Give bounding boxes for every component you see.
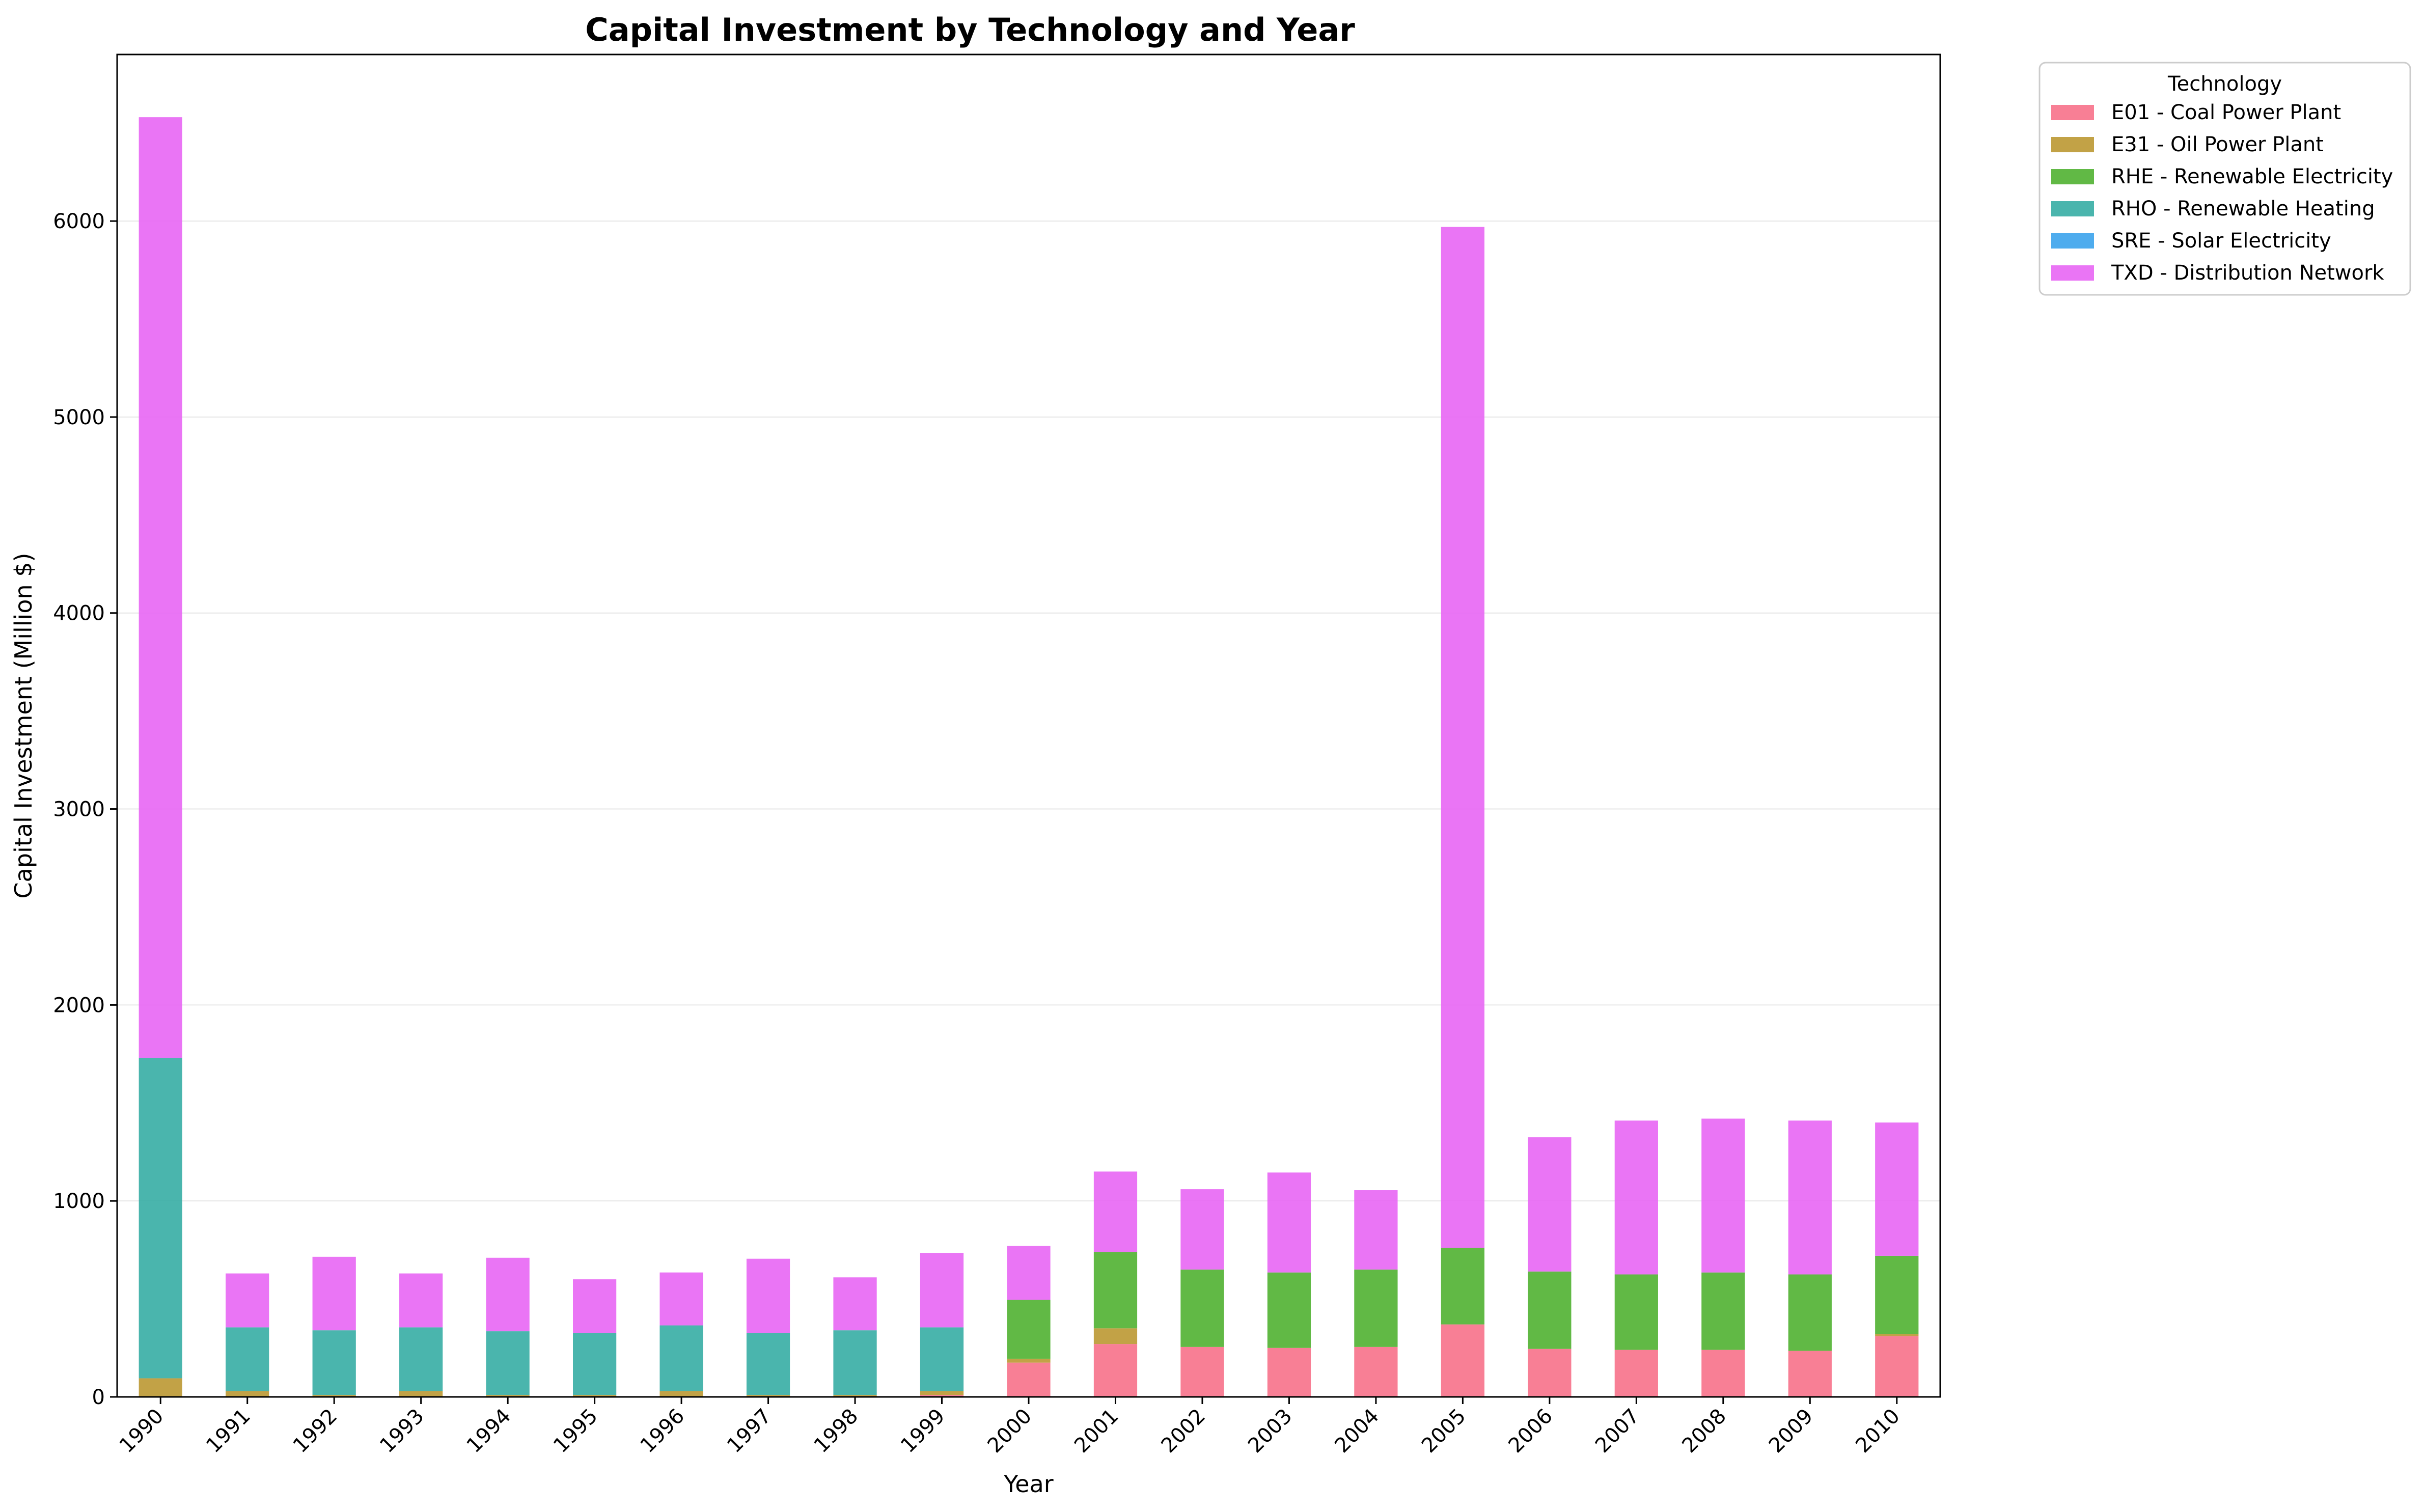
legend-swatch	[2051, 265, 2094, 281]
bar-segment	[1788, 1120, 1832, 1275]
bar-segment	[746, 1333, 790, 1395]
bar-segment	[920, 1253, 964, 1328]
y-tick-label: 5000	[53, 406, 105, 429]
bar-segment	[1875, 1334, 1919, 1336]
bar-segment	[1354, 1346, 1398, 1397]
bar-segment	[1441, 1248, 1484, 1325]
bar-segment	[1701, 1350, 1745, 1397]
bar-segment	[573, 1395, 617, 1397]
bar-segment	[920, 1391, 964, 1395]
legend-swatch	[2051, 233, 2094, 249]
bar-segment	[226, 1391, 269, 1397]
legend-swatch	[2051, 169, 2094, 184]
y-axis: 0 1000 2000 3000 4000 5000 6000	[53, 210, 117, 1409]
bar-segment	[659, 1391, 703, 1397]
y-tick-label: 4000	[53, 602, 105, 625]
bar-segment	[920, 1395, 964, 1397]
legend-swatch	[2051, 137, 2094, 152]
bar-segment	[746, 1395, 790, 1397]
bar-segment	[1180, 1346, 1224, 1397]
legend-label: E01 - Coal Power Plant	[2111, 101, 2341, 124]
y-tick-label: 2000	[53, 994, 105, 1017]
y-axis-label: Capital Investment (Million $)	[10, 553, 37, 899]
bar-segment	[1701, 1118, 1745, 1273]
y-tick-label: 3000	[53, 798, 105, 821]
bar-segment	[1875, 1122, 1919, 1256]
bar-segment	[1354, 1269, 1398, 1347]
bar-segment	[659, 1272, 703, 1326]
bar-segment	[139, 117, 182, 1058]
bar-segment	[1788, 1351, 1832, 1397]
bar-segment	[833, 1395, 877, 1397]
bar-segment	[399, 1327, 443, 1391]
bar-segment	[573, 1333, 617, 1395]
bar-segment	[1007, 1358, 1051, 1363]
bar-segment	[833, 1277, 877, 1331]
bar-segment	[746, 1258, 790, 1333]
legend-title: Technology	[2167, 72, 2282, 96]
bar-segment	[312, 1330, 356, 1395]
legend-label: RHE - Renewable Electricity	[2111, 165, 2393, 188]
bar-segment	[1875, 1255, 1919, 1334]
legend-swatch	[2051, 105, 2094, 120]
legend-label: SRE - Solar Electricity	[2111, 229, 2331, 253]
bar-segment	[1614, 1350, 1658, 1397]
bar-segment	[486, 1257, 530, 1332]
bar-segment	[1267, 1172, 1311, 1273]
bar-segment	[1701, 1272, 1745, 1350]
bar-segment	[573, 1279, 617, 1333]
bar-segment	[1093, 1171, 1138, 1252]
bar-segment	[1093, 1328, 1138, 1344]
bar-segment	[1093, 1252, 1138, 1329]
bar-segment	[226, 1273, 269, 1328]
legend-label: TXD - Distribution Network	[2111, 261, 2384, 285]
legend-label: E31 - Oil Power Plant	[2111, 133, 2324, 156]
bar-segment	[486, 1395, 530, 1397]
bar-segment	[486, 1331, 530, 1395]
bar-segment	[1180, 1189, 1224, 1270]
bar-segment	[226, 1327, 269, 1391]
bar-segment	[1441, 1324, 1484, 1397]
bar-segment	[312, 1256, 356, 1331]
bar-segment	[1007, 1246, 1051, 1300]
bar-segment	[1007, 1362, 1051, 1397]
y-tick-label: 6000	[53, 210, 105, 233]
bar-segment	[1614, 1274, 1658, 1350]
bar-segment	[920, 1327, 964, 1391]
bar-segment	[1788, 1274, 1832, 1351]
bar-segment	[1528, 1137, 1572, 1272]
y-tick-label: 1000	[53, 1190, 105, 1213]
bar-segment	[312, 1395, 356, 1397]
bar-segment	[1354, 1190, 1398, 1270]
bar-segment	[1267, 1272, 1311, 1348]
bar-segment	[1441, 227, 1484, 1248]
bar-segment	[1614, 1120, 1658, 1275]
bar-segment	[1875, 1336, 1919, 1397]
x-axis-label: Year	[1003, 1470, 1053, 1498]
bar-segment	[1528, 1271, 1572, 1349]
y-tick-label: 0	[92, 1386, 105, 1409]
bars	[139, 117, 1919, 1397]
bar-segment	[1180, 1269, 1224, 1347]
bar-segment	[1528, 1349, 1572, 1397]
chart-title: Capital Investment by Technology and Yea…	[585, 11, 1355, 48]
bar-segment	[139, 1378, 182, 1397]
bar-segment	[139, 1058, 182, 1379]
legend-swatch	[2051, 201, 2094, 216]
bar-segment	[659, 1325, 703, 1391]
bar-segment	[1007, 1300, 1051, 1359]
legend-items: E01 - Coal Power Plant E31 - Oil Power Pl…	[2051, 101, 2393, 285]
legend-label: RHO - Renewable Heating	[2111, 197, 2375, 221]
bar-segment	[833, 1330, 877, 1395]
bar-segment	[1093, 1344, 1138, 1397]
bar-segment	[1267, 1348, 1311, 1397]
bar-segment	[399, 1273, 443, 1328]
legend-box	[2039, 62, 2411, 296]
bar-segment	[399, 1391, 443, 1397]
legend: Technology E01 - Coal Power Plant E31 - O…	[2039, 62, 2411, 296]
